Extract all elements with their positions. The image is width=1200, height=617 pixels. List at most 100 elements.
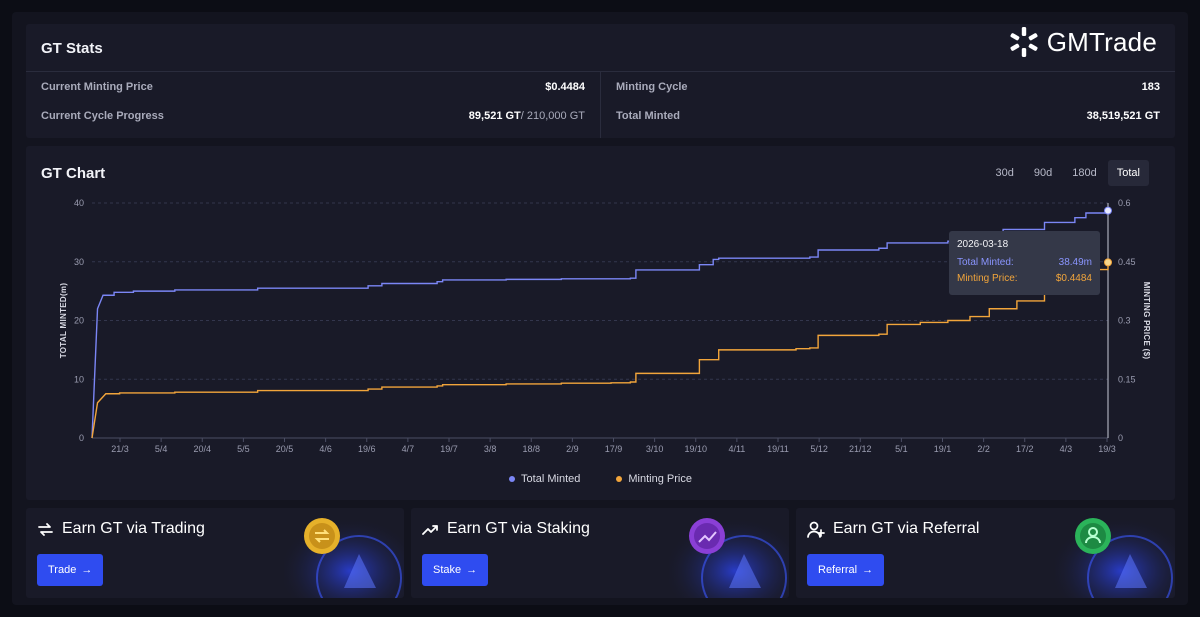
tab-90d[interactable]: 90d: [1033, 167, 1053, 179]
x-tick-label: 4/11: [728, 444, 745, 454]
earn-referral-title-text: Earn GT via Referral: [833, 520, 980, 537]
minting-cycle-row: Minting Cycle 183: [616, 81, 1160, 93]
gmtrade-logo-icon: [1010, 27, 1038, 57]
earn-staking-title: Earn GT via Staking: [422, 520, 590, 538]
x-tick-label: 4/3: [1060, 444, 1073, 454]
tooltip-total-minted-value: 38.49m: [1058, 257, 1092, 268]
tab-total[interactable]: Total: [1107, 160, 1149, 186]
current-minting-price-row: Current Minting Price $0.4484: [41, 81, 585, 93]
x-tick-label: 5/5: [237, 444, 250, 454]
earn-referral-card: Earn GT via Referral Referral →: [796, 508, 1175, 598]
y-tick-label: 20: [74, 316, 84, 326]
legend-minting-price[interactable]: Minting Price: [616, 473, 692, 485]
referral-button-label: Referral: [818, 564, 858, 576]
tooltip-total-minted-row: Total Minted: 38.49m: [957, 257, 1092, 268]
x-tick-label: 20/4: [193, 444, 211, 454]
legend-dot-minting-price: [616, 476, 623, 482]
coin-illustration-icon: [1055, 508, 1175, 598]
arrow-right-icon: →: [466, 564, 478, 576]
tab-180d[interactable]: 180d: [1072, 167, 1097, 179]
earn-staking-card: Earn GT via Staking Stake →: [411, 508, 789, 598]
earn-trading-title: Earn GT via Trading: [37, 520, 205, 538]
current-minting-price-label: Current Minting Price: [41, 81, 153, 93]
stats-header: GT Stats GMTrade: [26, 24, 1175, 72]
tooltip-minting-price-label: Minting Price:: [957, 273, 1018, 284]
legend-dot-total-minted: [509, 476, 516, 482]
stats-title: GT Stats: [41, 40, 103, 57]
stake-button-label: Stake: [433, 564, 462, 576]
trade-button[interactable]: Trade →: [37, 554, 104, 586]
x-tick-label: 2/9: [566, 444, 579, 454]
y2-tick-label: 0.15: [1118, 374, 1136, 384]
cycle-progress-minted: 89,521 GT: [468, 110, 521, 122]
x-tick-label: 19/1: [934, 444, 952, 454]
referral-button[interactable]: Referral →: [807, 554, 885, 586]
legend-total-minted-label: Total Minted: [521, 473, 581, 485]
total-minted-hover-point: [1104, 206, 1112, 215]
x-tick-label: 5/12: [810, 444, 828, 454]
y2-axis-title: MINTING PRICE ($): [1142, 282, 1151, 360]
x-tick-label: 19/3: [1098, 444, 1116, 454]
x-tick-label: 5/1: [895, 444, 908, 454]
arrow-right-icon: →: [81, 564, 93, 576]
y-tick-label: 0: [79, 433, 84, 443]
tooltip-minting-price-value: $0.4484: [1055, 273, 1092, 284]
tab-30d[interactable]: 30d: [995, 167, 1014, 179]
minting-cycle-label: Minting Cycle: [616, 81, 688, 93]
brand-logo[interactable]: GMTrade: [1007, 25, 1157, 59]
total-minted-value: 38,519,521 GT: [1086, 110, 1160, 122]
y-axis-title: TOTAL MINTED(m): [59, 283, 68, 359]
y2-tick-label: 0.3: [1118, 316, 1131, 326]
minting-price-hover-point: [1104, 258, 1112, 267]
gt-chart-panel: 0 10 20 30 40 0 0.15 0.3 0.45 0.6 21/3 5/4 20/4 5/5 20…: [26, 146, 1175, 500]
x-tick-label: 20/5: [276, 444, 294, 454]
x-tick-label: 4/6: [319, 444, 332, 454]
cycle-progress-value: 89,521 GT/ 210,000 GT: [469, 110, 585, 122]
legend-total-minted[interactable]: Total Minted: [509, 473, 580, 485]
user-plus-icon: [807, 521, 825, 538]
total-minted-row: Total Minted 38,519,521 GT: [616, 110, 1160, 122]
gt-chart[interactable]: 0 10 20 30 40 0 0.15 0.3 0.45 0.6 21/3 5/4 20/4 5/5 20…: [26, 146, 1175, 500]
chart-tooltip: 2026-03-18 Total Minted: 38.49m Minting …: [949, 231, 1100, 295]
x-tick-label: 21/12: [849, 444, 872, 454]
range-tabs: 30d 90d 180d Total: [987, 160, 1149, 186]
earn-trading-card: Earn GT via Trading Trade →: [26, 508, 404, 598]
x-tick-label: 3/8: [484, 444, 497, 454]
cycle-progress-row: Current Cycle Progress 89,521 GT/ 210,00…: [41, 110, 585, 122]
minting-price-line: [91, 262, 1109, 439]
chart-title: GT Chart: [41, 165, 106, 182]
x-tick-label: 19/11: [767, 444, 789, 454]
cycle-progress-total: / 210,000 GT: [520, 110, 585, 122]
coin-illustration-icon: [669, 508, 789, 598]
y2-tick-label: 0.6: [1118, 198, 1131, 208]
y2-tick-label: 0: [1118, 433, 1123, 443]
x-tick-label: 19/6: [358, 444, 376, 454]
x-tick-label: 17/2: [1016, 444, 1034, 454]
earn-referral-title: Earn GT via Referral: [807, 520, 979, 538]
chart-legend: Total Minted Minting Price: [26, 473, 1175, 485]
x-tick-label: 3/10: [646, 444, 664, 454]
y-tick-label: 10: [74, 374, 84, 384]
total-minted-label: Total Minted: [616, 110, 680, 122]
trade-button-label: Trade: [48, 564, 77, 576]
trend-up-icon: [422, 524, 438, 535]
stake-button[interactable]: Stake →: [422, 554, 489, 586]
earn-staking-title-text: Earn GT via Staking: [447, 520, 590, 537]
y-tick-label: 30: [74, 257, 84, 267]
swap-icon: [38, 522, 53, 536]
earn-trading-title-text: Earn GT via Trading: [62, 520, 205, 537]
tooltip-total-minted-label: Total Minted:: [957, 257, 1014, 268]
x-tick-label: 19/10: [684, 444, 707, 454]
tooltip-date: 2026-03-18: [957, 239, 1009, 250]
current-minting-price-value: $0.4484: [545, 81, 585, 93]
x-tick-label: 4/7: [402, 444, 415, 454]
brand-name: GMTrade: [1046, 26, 1157, 57]
x-tick-label: 19/7: [440, 444, 458, 454]
y-tick-label: 40: [74, 198, 84, 208]
stats-divider: [600, 72, 601, 138]
arrow-right-icon: →: [862, 564, 874, 576]
legend-minting-price-label: Minting Price: [628, 473, 692, 485]
tooltip-minting-price-row: Minting Price: $0.4484: [957, 273, 1092, 284]
x-tick-label: 2/2: [977, 444, 990, 454]
x-tick-label: 21/3: [111, 444, 129, 454]
